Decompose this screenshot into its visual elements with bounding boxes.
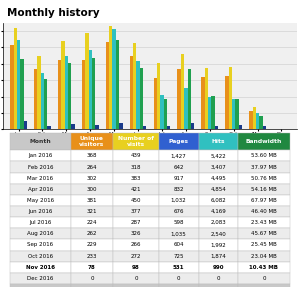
Text: Monthly history: Monthly history	[8, 8, 100, 18]
Bar	[112, 30, 116, 129]
Bar	[191, 123, 194, 129]
Bar	[92, 58, 95, 129]
Bar	[157, 63, 160, 129]
Bar	[249, 111, 253, 129]
Bar	[225, 76, 229, 129]
Bar	[235, 99, 239, 129]
Bar	[232, 99, 235, 129]
Bar	[205, 68, 208, 129]
Bar	[14, 28, 17, 129]
Bar	[154, 78, 157, 129]
Bar	[68, 63, 71, 129]
Bar	[181, 55, 184, 129]
Bar	[20, 59, 24, 129]
Bar	[95, 125, 99, 129]
Bar	[65, 55, 68, 129]
Bar	[88, 50, 92, 129]
Bar	[82, 60, 85, 129]
Bar	[256, 113, 259, 129]
Bar	[164, 99, 167, 129]
Bar	[47, 126, 51, 129]
Bar	[212, 96, 215, 129]
Bar	[119, 123, 122, 129]
Bar	[133, 43, 136, 129]
Bar	[143, 125, 146, 129]
Bar	[215, 126, 218, 129]
Bar	[116, 40, 119, 129]
Bar	[41, 73, 44, 129]
Bar	[167, 126, 170, 129]
Bar	[38, 56, 41, 129]
Bar	[239, 125, 242, 129]
Bar	[262, 126, 266, 129]
Bar	[58, 60, 61, 129]
Bar	[44, 79, 47, 129]
Bar	[106, 42, 109, 129]
Bar	[140, 68, 143, 129]
Bar	[17, 40, 20, 129]
Bar	[109, 26, 112, 129]
Bar	[253, 107, 256, 129]
Bar	[71, 124, 75, 129]
Bar	[34, 69, 38, 129]
Bar	[24, 121, 27, 129]
Bar	[136, 61, 140, 129]
Bar	[201, 77, 205, 129]
Bar	[10, 45, 14, 129]
Bar	[85, 32, 88, 129]
Bar	[61, 41, 65, 129]
Bar	[259, 116, 262, 129]
Bar	[130, 56, 133, 129]
Bar	[184, 88, 188, 129]
Bar	[188, 69, 191, 129]
Bar	[208, 97, 212, 129]
Bar	[229, 67, 232, 129]
Bar	[160, 95, 164, 129]
Bar	[178, 69, 181, 129]
